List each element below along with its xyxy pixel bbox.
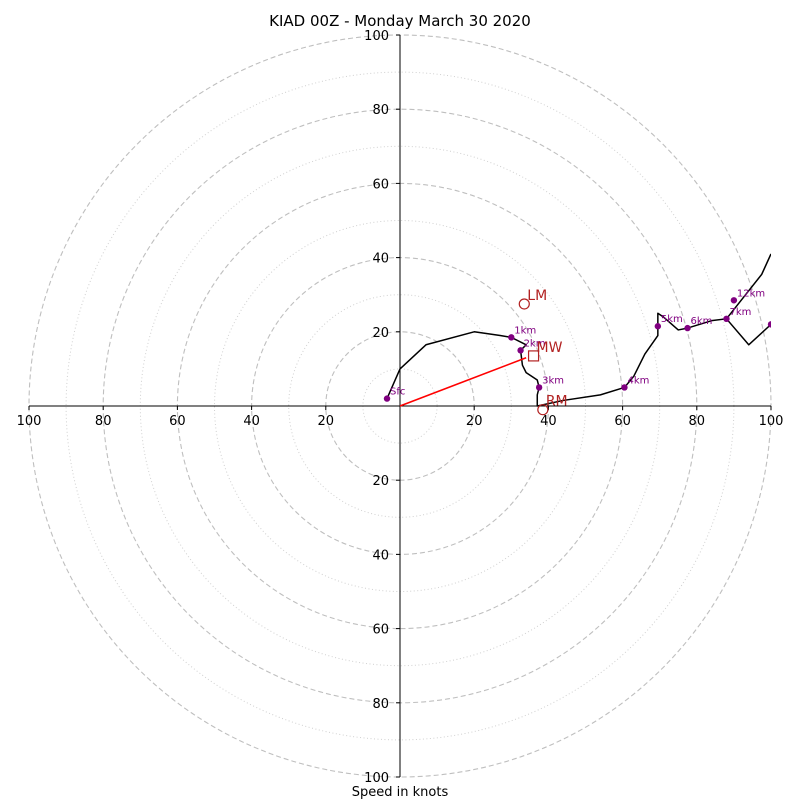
storm-motion-label: LM [527,288,547,304]
x-tick-label: 60 [169,414,186,429]
hodograph-line [386,312,771,407]
height-marker-label: 7km [729,307,751,318]
y-tick-label: 100 [364,29,389,44]
hodograph-trace [386,253,771,407]
height-marker-dot [654,323,662,330]
x-tick-label: 100 [17,414,42,429]
storm-motion-circle [518,298,530,310]
height-marker-label: 12km [737,288,765,299]
height-marker-dot [383,395,391,402]
y-tick-label: 80 [372,697,389,712]
height-marker-dot [684,324,691,332]
x-tick-label: 40 [540,414,557,429]
y-tick-label: 20 [372,326,389,341]
storm-motion-label: MW [537,340,563,356]
x-tick-label: 100 [759,414,784,429]
chart-title: KIAD 00Z - Monday March 30 2020 [269,12,531,30]
height-marker-label: 6km [691,316,713,327]
storm-motion-label: RM [546,394,568,410]
height-marker-label: 5km [661,314,683,325]
y-tick-label: 60 [372,623,389,638]
height-marker-label: 2km [524,338,546,349]
height-marker-dot [535,384,543,391]
x-tick-label: 80 [95,414,112,429]
height-markers: Sfc 1km 2km 3km 4km 5km 6km 7km 12km [383,288,771,402]
height-marker-label: 1km [514,325,536,336]
y-tick-label: 80 [372,103,389,118]
height-marker-label: 4km [627,375,649,386]
x-tick-label: 20 [466,414,483,429]
y-tick-label: 20 [372,474,389,489]
y-tick-label: 40 [372,548,389,563]
y-tick-label: 60 [372,177,389,192]
y-tick-label: 100 [364,771,389,786]
height-marker-label: Sfc [390,387,405,398]
height-marker-dot [621,384,628,391]
y-tick-label: 40 [372,252,389,267]
x-tick-label: 40 [243,414,260,429]
height-marker-dot [767,321,771,328]
height-marker-label: 3km [542,375,564,386]
mean-wind-vector [399,357,527,407]
x-tick-label: 60 [614,414,631,429]
height-marker-dot [730,297,738,304]
x-tick-label: 80 [689,414,706,429]
x-tick-label: 20 [318,414,335,429]
height-marker-dot [723,315,730,323]
storm-motion-circle [537,404,549,416]
hodograph-upper-segment [725,253,771,320]
storm-motion-square [527,350,540,362]
height-marker-dot [517,347,524,354]
storm-motion: LM MW RM [399,288,568,416]
x-axis-label: Speed in knots [352,785,449,800]
tick-labels: 20 20 20 20 40 40 40 40 60 60 60 60 80 80 80 80 100 100 10… [17,29,784,786]
height-marker-dot [508,334,515,341]
